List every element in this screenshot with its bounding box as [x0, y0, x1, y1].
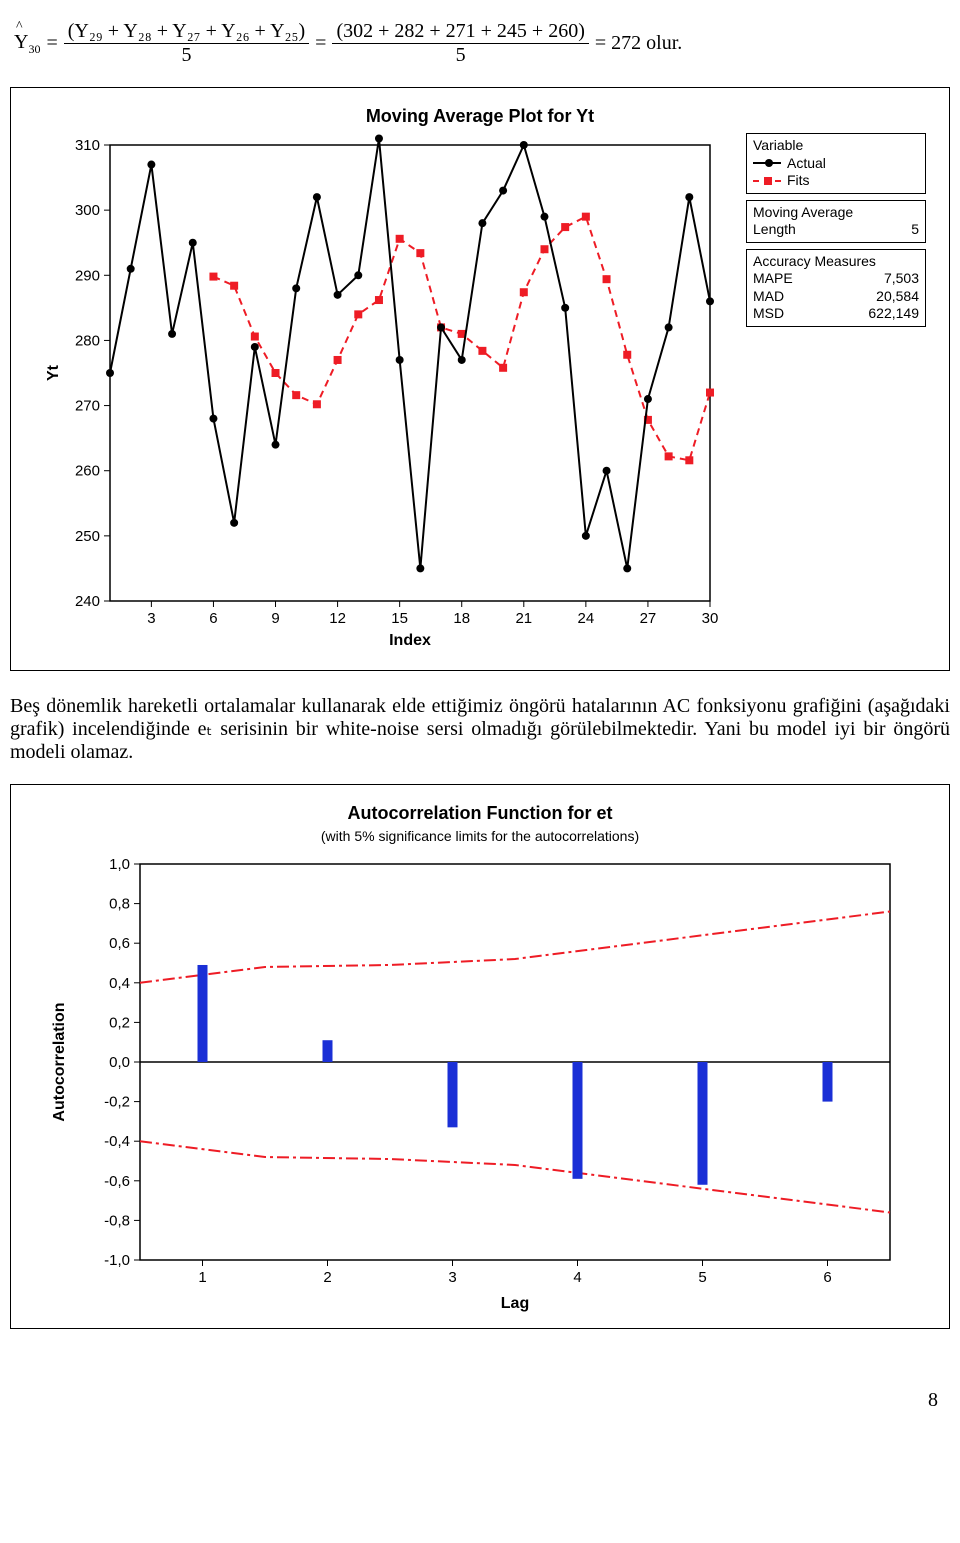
chart1-legend: Variable Actual Fits Moving Average Leng…: [746, 133, 926, 333]
svg-text:Lag: Lag: [501, 1295, 529, 1312]
svg-text:18: 18: [453, 610, 470, 627]
svg-text:6: 6: [209, 610, 217, 627]
numerator-2: (302 + 282 + 271 + 245 + 260): [332, 20, 588, 44]
formula-row: ^ Y30 = (Y₂₉ + Y₂₈ + Y₂₇ + Y₂₆ + Y₂₅) 5 …: [14, 20, 950, 67]
legend-length-row: Length 5: [753, 221, 919, 239]
svg-text:250: 250: [75, 528, 100, 545]
svg-text:4: 4: [573, 1269, 581, 1286]
page-number: 8: [10, 1389, 950, 1412]
legend-actual-swatch: [753, 162, 781, 164]
legend-ma-box: Moving Average Length 5: [746, 200, 926, 243]
svg-text:0,2: 0,2: [109, 1014, 130, 1031]
svg-text:290: 290: [75, 267, 100, 284]
chart1-title: Moving Average Plot for Yt: [366, 106, 594, 127]
mape-label: MAPE: [753, 270, 793, 288]
body-paragraph: Beş dönemlik hareketli ortalamalar kulla…: [10, 695, 950, 764]
svg-text:0,6: 0,6: [109, 935, 130, 952]
legend-variable-heading: Variable: [753, 137, 919, 155]
chart2-subtitle: (with 5% significance limits for the aut…: [321, 828, 639, 844]
legend-fits-row: Fits: [753, 172, 919, 190]
legend-length-label: Length: [753, 221, 796, 239]
svg-text:-0,2: -0,2: [104, 1094, 130, 1111]
svg-text:21: 21: [515, 610, 532, 627]
svg-text:-0,4: -0,4: [104, 1133, 130, 1150]
legend-ma-heading: Moving Average: [753, 204, 919, 222]
svg-text:300: 300: [75, 202, 100, 219]
legend-fits-label: Fits: [787, 172, 810, 190]
svg-text:30: 30: [702, 610, 719, 627]
equals-1: =: [46, 32, 57, 55]
denominator-2: 5: [452, 44, 470, 67]
formula-lhs: ^ Y30: [14, 31, 40, 57]
svg-text:1,0: 1,0: [109, 856, 130, 873]
svg-text:9: 9: [271, 610, 279, 627]
svg-text:3: 3: [147, 610, 155, 627]
chart2-svg: 1,0 0,8 0,6 0,4 0,2 0,0 -0,2 -0,4 -0,6 -0,8 -1,0 1 2…: [40, 854, 920, 1314]
msd-value: 622,149: [868, 305, 919, 323]
legend-msd-row: MSD 622,149: [753, 305, 919, 323]
svg-text:0,4: 0,4: [109, 975, 130, 992]
svg-text:310: 310: [75, 137, 100, 154]
fraction-2: (302 + 282 + 271 + 245 + 260) 5: [332, 20, 588, 67]
svg-text:5: 5: [698, 1269, 706, 1286]
legend-variable-box: Variable Actual Fits: [746, 133, 926, 194]
chart1-wrap: 240 250 260 270 280 290 300 310 3 6 9 12 15 18 21 24 27 3…: [40, 131, 920, 656]
legend-acc-heading: Accuracy Measures: [753, 253, 919, 271]
svg-text:-1,0: -1,0: [104, 1252, 130, 1269]
svg-text:-0,8: -0,8: [104, 1212, 130, 1229]
svg-text:0,8: 0,8: [109, 896, 130, 913]
svg-text:270: 270: [75, 398, 100, 415]
legend-actual-row: Actual: [753, 155, 919, 173]
svg-text:1: 1: [198, 1269, 206, 1286]
moving-average-chart-frame: Moving Average Plot for Yt 2402502602702…: [10, 87, 950, 671]
chart2-title: Autocorrelation Function for et: [348, 803, 613, 824]
legend-acc-box: Accuracy Measures MAPE 7,503 MAD 20,584 MS…: [746, 249, 926, 327]
legend-actual-label: Actual: [787, 155, 826, 173]
mad-label: MAD: [753, 288, 784, 306]
formula-sub: 30: [28, 42, 40, 56]
mad-value: 20,584: [876, 288, 919, 306]
svg-text:12: 12: [329, 610, 346, 627]
svg-text:6: 6: [823, 1269, 831, 1286]
legend-mape-row: MAPE 7,503: [753, 270, 919, 288]
svg-text:Yt: Yt: [45, 364, 62, 381]
msd-label: MSD: [753, 305, 784, 323]
svg-text:Autocorrelation: Autocorrelation: [51, 1002, 68, 1121]
svg-text:-0,6: -0,6: [104, 1173, 130, 1190]
acf-chart-frame: Autocorrelation Function for et (with 5%…: [10, 784, 950, 1329]
svg-text:0,0: 0,0: [109, 1054, 130, 1071]
svg-text:Index: Index: [389, 632, 431, 649]
legend-mad-row: MAD 20,584: [753, 288, 919, 306]
equals-2: =: [315, 32, 326, 55]
svg-text:3: 3: [448, 1269, 456, 1286]
numerator-1: (Y₂₉ + Y₂₈ + Y₂₇ + Y₂₆ + Y₂₅): [64, 20, 309, 44]
mape-value: 7,503: [884, 270, 919, 288]
svg-text:27: 27: [640, 610, 657, 627]
legend-fits-swatch: [753, 180, 781, 182]
svg-text:2: 2: [323, 1269, 331, 1286]
svg-text:240: 240: [75, 593, 100, 610]
hat-symbol: ^: [16, 19, 23, 35]
svg-text:15: 15: [391, 610, 408, 627]
svg-text:260: 260: [75, 463, 100, 480]
denominator-1: 5: [177, 44, 195, 67]
formula-result: = 272 olur.: [595, 32, 682, 55]
legend-length-value: 5: [911, 221, 919, 239]
fraction-1: (Y₂₉ + Y₂₈ + Y₂₇ + Y₂₆ + Y₂₅) 5: [64, 20, 309, 67]
svg-text:24: 24: [578, 610, 595, 627]
svg-text:280: 280: [75, 332, 100, 349]
